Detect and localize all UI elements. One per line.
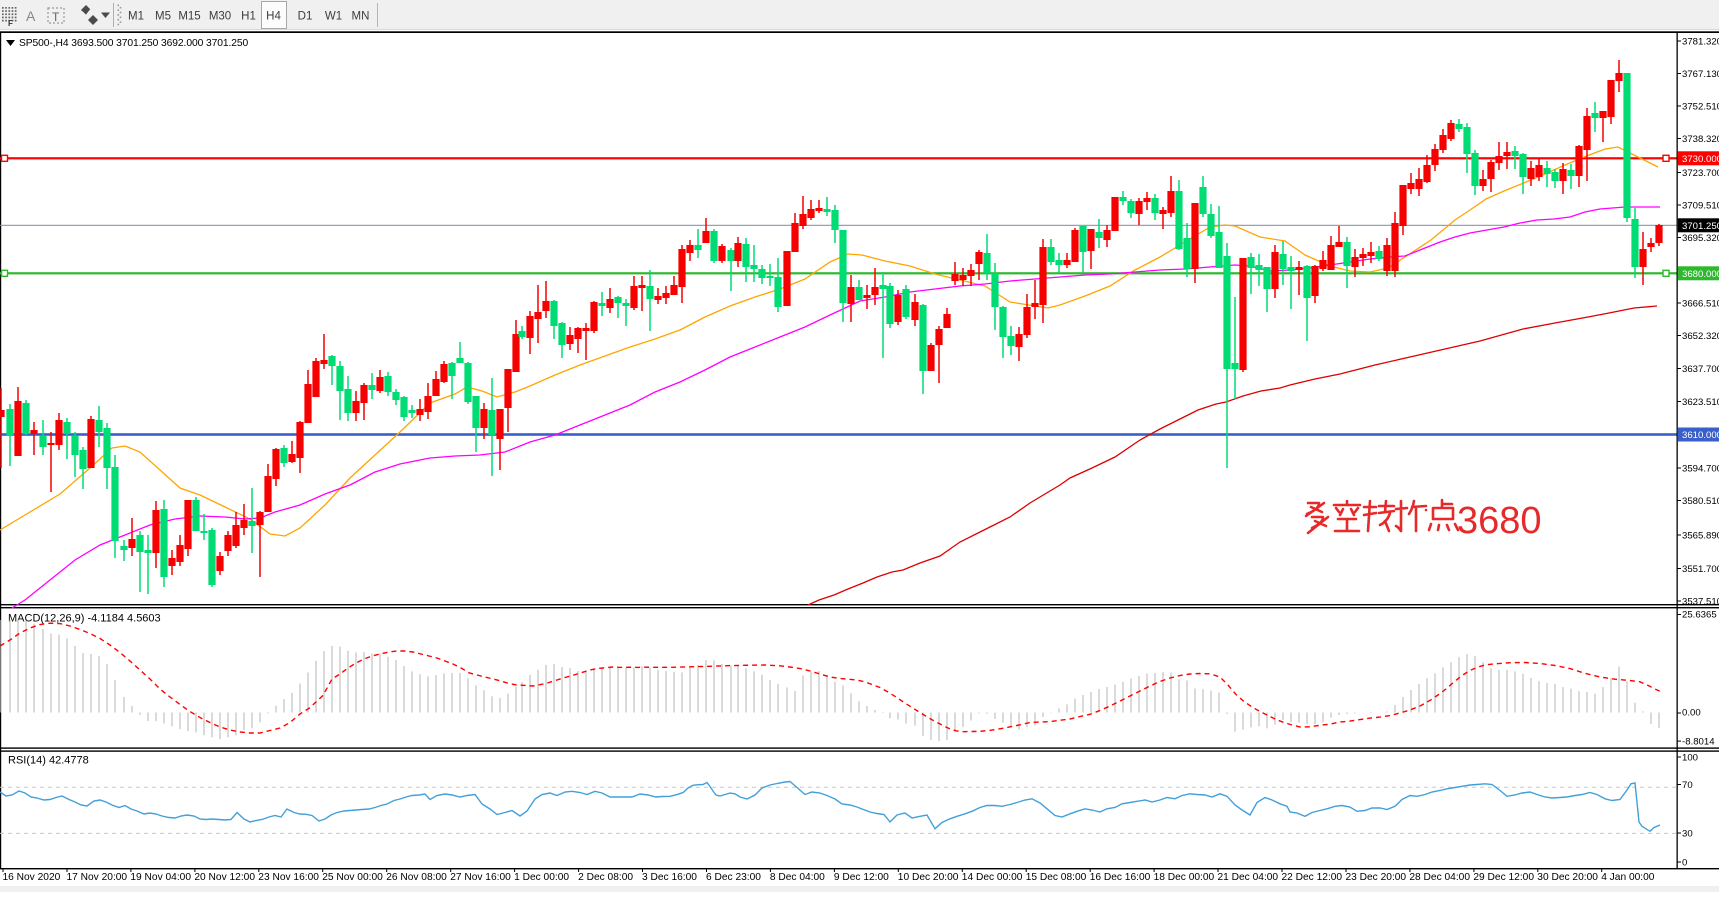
svg-text:3623.510: 3623.510 <box>1682 397 1719 408</box>
svg-text:3565.890: 3565.890 <box>1682 530 1719 541</box>
svg-text:3580.510: 3580.510 <box>1682 496 1719 507</box>
svg-text:27 Nov 16:00: 27 Nov 16:00 <box>450 872 511 883</box>
svg-text:3680.000: 3680.000 <box>1682 269 1719 280</box>
svg-text:30 Dec 20:00: 30 Dec 20:00 <box>1537 872 1598 883</box>
svg-text:3730.000: 3730.000 <box>1682 154 1719 165</box>
svg-text:3594.700: 3594.700 <box>1682 463 1719 474</box>
svg-text:3666.510: 3666.510 <box>1682 298 1719 309</box>
svg-text:3752.510: 3752.510 <box>1682 101 1719 112</box>
svg-text:22 Dec 12:00: 22 Dec 12:00 <box>1282 872 1343 883</box>
svg-text:23 Nov 16:00: 23 Nov 16:00 <box>258 872 319 883</box>
svg-text:H1: H1 <box>241 11 256 23</box>
svg-text:18 Dec 00:00: 18 Dec 00:00 <box>1154 872 1215 883</box>
svg-text:1 Dec 00:00: 1 Dec 00:00 <box>514 872 569 883</box>
svg-text:D1: D1 <box>298 11 313 23</box>
svg-text:A: A <box>26 8 36 24</box>
svg-text:23 Dec 20:00: 23 Dec 20:00 <box>1346 872 1407 883</box>
svg-text:3680: 3680 <box>1457 500 1542 542</box>
svg-text:8 Dec 04:00: 8 Dec 04:00 <box>770 872 825 883</box>
svg-text:15 Dec 08:00: 15 Dec 08:00 <box>1026 872 1087 883</box>
svg-text:F: F <box>8 19 13 28</box>
svg-text:30: 30 <box>1682 828 1693 839</box>
svg-text:M15: M15 <box>178 11 200 23</box>
svg-text:17 Nov 20:00: 17 Nov 20:00 <box>67 872 128 883</box>
svg-text:20 Nov 12:00: 20 Nov 12:00 <box>194 872 255 883</box>
svg-text:29 Dec 12:00: 29 Dec 12:00 <box>1473 872 1534 883</box>
svg-text:3723.700: 3723.700 <box>1682 168 1719 179</box>
svg-text:19 Nov 04:00: 19 Nov 04:00 <box>130 872 191 883</box>
svg-text:4 Jan 00:00: 4 Jan 00:00 <box>1601 872 1655 883</box>
svg-text:16 Nov 2020: 16 Nov 2020 <box>3 872 61 883</box>
svg-text:RSI(14) 42.4778: RSI(14) 42.4778 <box>8 755 89 767</box>
svg-text:M30: M30 <box>209 11 231 23</box>
svg-text:3709.510: 3709.510 <box>1682 200 1719 211</box>
svg-text:9 Dec 12:00: 9 Dec 12:00 <box>834 872 889 883</box>
svg-text:SP500-,H4 3693.500 3701.250 3: SP500-,H4 3693.500 3701.250 3692.000 370… <box>19 38 248 49</box>
svg-text:MACD(12,26,9) -4.1184 4.5603: MACD(12,26,9) -4.1184 4.5603 <box>8 613 161 625</box>
svg-text:3767.130: 3767.130 <box>1682 69 1719 80</box>
svg-text:16 Dec 16:00: 16 Dec 16:00 <box>1090 872 1151 883</box>
svg-text:3695.320: 3695.320 <box>1682 233 1719 244</box>
svg-text:0: 0 <box>1682 857 1687 868</box>
svg-text:T: T <box>52 10 60 24</box>
svg-text:3637.700: 3637.700 <box>1682 364 1719 375</box>
svg-text:3537.510: 3537.510 <box>1682 596 1719 607</box>
svg-text:3781.320: 3781.320 <box>1682 36 1719 47</box>
svg-text:6 Dec 23:00: 6 Dec 23:00 <box>706 872 761 883</box>
svg-text:3610.000: 3610.000 <box>1682 430 1719 441</box>
svg-text:10 Dec 20:00: 10 Dec 20:00 <box>898 872 959 883</box>
svg-text:3738.320: 3738.320 <box>1682 134 1719 145</box>
svg-text:-8.8014: -8.8014 <box>1682 736 1715 747</box>
svg-text:3551.700: 3551.700 <box>1682 564 1719 575</box>
svg-text:3652.320: 3652.320 <box>1682 331 1719 342</box>
svg-text:M5: M5 <box>155 11 171 23</box>
svg-text:14 Dec 00:00: 14 Dec 00:00 <box>962 872 1023 883</box>
svg-text:70: 70 <box>1682 780 1693 791</box>
svg-text:25 Nov 00:00: 25 Nov 00:00 <box>322 872 383 883</box>
svg-text:100: 100 <box>1682 752 1698 763</box>
svg-text:W1: W1 <box>325 11 342 23</box>
svg-text:M1: M1 <box>128 11 144 23</box>
svg-text:H4: H4 <box>266 11 281 23</box>
svg-text:25.6365: 25.6365 <box>1682 610 1717 621</box>
svg-text:2 Dec 08:00: 2 Dec 08:00 <box>578 872 633 883</box>
svg-text:0.00: 0.00 <box>1682 708 1701 719</box>
svg-text:MN: MN <box>352 11 370 23</box>
svg-text:28 Dec 04:00: 28 Dec 04:00 <box>1409 872 1470 883</box>
svg-text:21 Dec 04:00: 21 Dec 04:00 <box>1218 872 1279 883</box>
svg-text:3 Dec 16:00: 3 Dec 16:00 <box>642 872 697 883</box>
svg-text:3701.250: 3701.250 <box>1682 221 1719 232</box>
svg-text:26 Nov 08:00: 26 Nov 08:00 <box>386 872 447 883</box>
